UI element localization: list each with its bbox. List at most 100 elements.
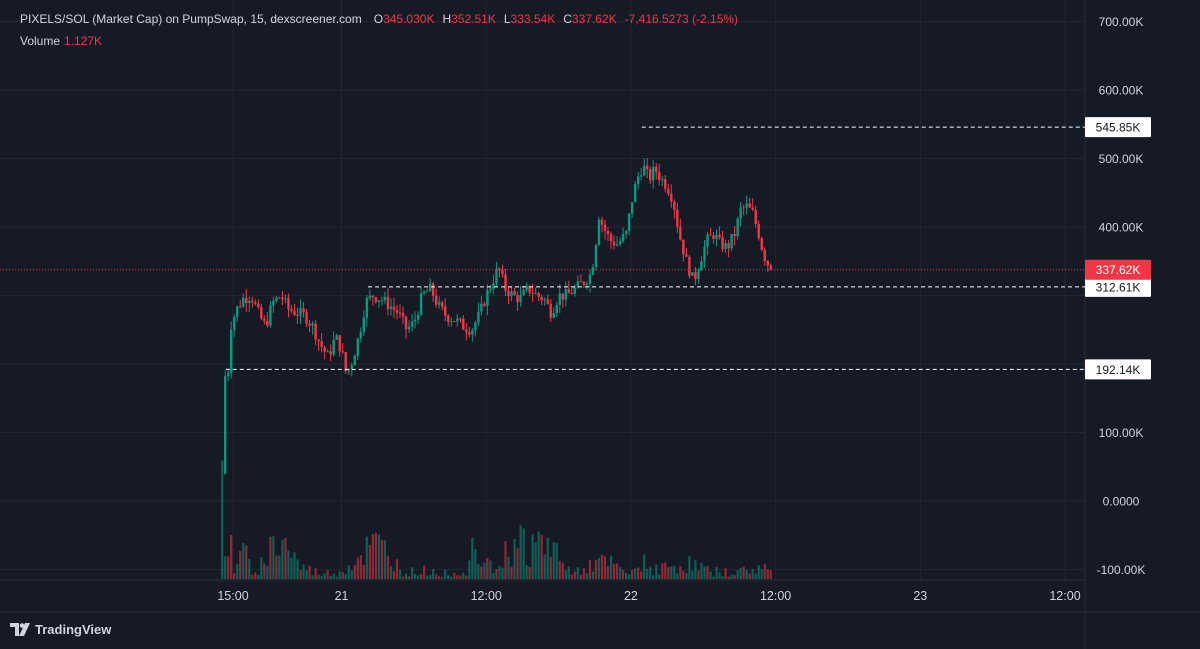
low-value: 333.54K <box>510 12 556 26</box>
candle-body <box>480 303 483 312</box>
candle-body <box>353 355 356 366</box>
candle-body <box>425 291 429 293</box>
volume-bar <box>697 570 700 579</box>
volume-bar <box>579 575 582 579</box>
volume-label[interactable]: Volume <box>20 34 61 48</box>
candle-body <box>474 322 477 331</box>
volume-bar <box>426 575 429 579</box>
volume-bar <box>763 564 766 579</box>
volume-bar <box>513 539 516 579</box>
candle-body <box>317 339 320 342</box>
candle-body <box>645 165 649 170</box>
volume-bar <box>459 575 462 579</box>
volume-bar <box>242 542 245 579</box>
volume-bar <box>236 564 239 579</box>
candle-body <box>344 352 347 372</box>
volume-bar <box>444 569 447 579</box>
volume-bar <box>688 556 691 579</box>
volume-bar <box>754 573 757 579</box>
candle-body <box>468 332 471 335</box>
candle-body <box>585 283 589 285</box>
volume-bar <box>766 569 769 579</box>
y-tick-label: 600.00K <box>1099 84 1144 98</box>
volume-bar <box>700 563 703 579</box>
volume-bar <box>389 566 393 579</box>
volume-bar <box>335 576 338 579</box>
volume-bar <box>664 562 667 579</box>
candle-body <box>281 297 284 299</box>
volume-bar <box>594 560 598 579</box>
volume-bar <box>293 552 296 579</box>
candle-body <box>465 329 468 333</box>
volume-bar <box>543 554 546 579</box>
volume-bar <box>739 567 742 579</box>
volume-bar <box>546 537 549 579</box>
y-tick-label: 400.00K <box>1099 221 1144 235</box>
tradingview-icon <box>10 622 30 636</box>
volume-bar <box>468 560 471 579</box>
candle-body <box>636 176 640 184</box>
candle-body <box>374 297 378 302</box>
candle-body <box>278 297 281 299</box>
volume-bar <box>486 557 489 579</box>
candle-body <box>763 249 766 262</box>
candle-body <box>296 314 299 316</box>
candle-body <box>223 376 227 474</box>
candle-body <box>398 312 402 314</box>
x-tick-label: 12:00 <box>760 589 791 603</box>
candle-body <box>263 318 266 321</box>
volume-bar <box>525 565 528 579</box>
candle-body <box>715 234 718 239</box>
volume-bar <box>254 572 257 579</box>
x-tick-label: 23 <box>913 589 927 603</box>
candle-body <box>302 308 305 313</box>
volume-bar <box>483 562 486 579</box>
volume-bar <box>456 575 459 579</box>
volume-bar <box>612 563 616 579</box>
volume-bar <box>272 536 275 579</box>
volume-bar <box>423 565 426 579</box>
price-levels: 545.85K 312.61K 192.14K 337.62K <box>0 117 1151 380</box>
volume-bar <box>507 556 510 579</box>
volume-bar <box>275 555 278 579</box>
volume-bar <box>404 573 408 579</box>
volume-bar <box>344 573 347 579</box>
candle-body <box>341 351 344 353</box>
volume-bar <box>224 556 227 579</box>
volume-bar <box>290 557 293 579</box>
volume-bar <box>392 571 396 579</box>
volume-bar <box>221 460 224 579</box>
volume-bar <box>730 574 733 579</box>
candle-body <box>492 283 495 289</box>
volume-bar <box>694 559 697 579</box>
volume-bar <box>609 555 613 579</box>
x-tick-label: 12:00 <box>1049 589 1080 603</box>
tradingview-logo[interactable]: TradingView <box>10 622 111 637</box>
candle-body <box>513 291 516 295</box>
volume-bar <box>239 550 242 579</box>
y-tick-label: 100.00K <box>1099 426 1144 440</box>
candle-body <box>576 281 580 288</box>
volume-bar <box>748 573 751 579</box>
candle-body <box>727 243 730 249</box>
candle-body <box>766 261 769 266</box>
volume-bars <box>221 460 772 579</box>
volume-bar <box>588 560 592 579</box>
volume-bar <box>230 534 233 579</box>
candle-body <box>682 239 685 255</box>
candle-body <box>453 321 456 323</box>
candle-body <box>233 317 236 330</box>
volume-bar <box>606 566 610 579</box>
volume-bar <box>383 540 387 579</box>
level-label-box <box>1085 117 1151 138</box>
candle-body <box>269 305 272 326</box>
symbol-title[interactable]: PIXELS/SOL (Market Cap) on PumpSwap, 15,… <box>20 12 362 26</box>
volume-bar <box>296 559 299 579</box>
volume-bar <box>489 560 492 579</box>
candle-body <box>419 293 423 315</box>
candle-body <box>745 203 748 208</box>
candle-body <box>359 331 363 339</box>
volume-bar <box>570 574 573 579</box>
